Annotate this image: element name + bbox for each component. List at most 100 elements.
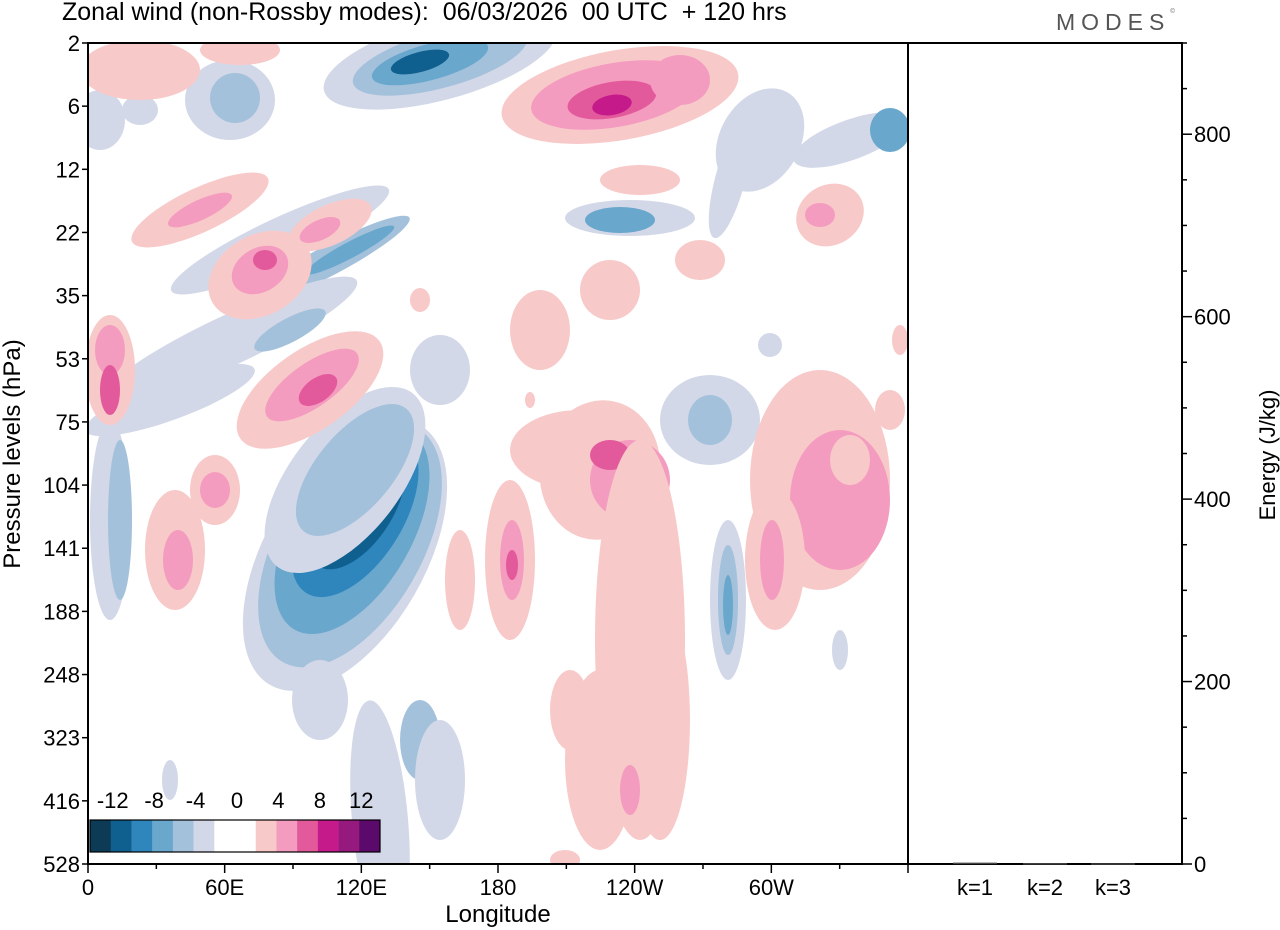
negative-wind-contour <box>305 225 395 275</box>
negative-wind-contour <box>292 660 348 740</box>
positive-wind-contour <box>525 392 535 408</box>
positive-wind-contour <box>88 43 200 100</box>
positive-wind-contour <box>675 240 725 280</box>
colorbar-segment <box>110 820 132 852</box>
negative-wind-contour <box>102 276 358 404</box>
negative-wind-contour <box>390 49 450 75</box>
energy-bars: k=1 k=2 k=3 <box>953 862 1135 900</box>
negative-wind-contour <box>210 73 260 123</box>
positive-wind-contour <box>650 55 710 105</box>
negative-wind-contour <box>122 95 158 125</box>
energy-category-label: k=2 <box>1027 875 1063 900</box>
colorbar-segment <box>214 820 236 852</box>
x-axis: 0 60E 120E 180 120W 60W <box>82 864 909 900</box>
negative-wind-contour <box>162 760 178 800</box>
negative-wind-contour <box>870 108 908 152</box>
y-tick-label: 2 <box>68 31 80 56</box>
energy-tick-label: 400 <box>1194 487 1231 512</box>
colorbar-label: -4 <box>186 788 206 813</box>
negative-wind-contour <box>415 720 465 840</box>
negative-wind-contour <box>832 630 848 670</box>
energy-tick-label: 800 <box>1194 122 1231 147</box>
colorbar-label: 12 <box>349 788 373 813</box>
energy-tick-label: 600 <box>1194 305 1231 330</box>
chart-title: Zonal wind (non-Rossby modes): 06/03/202… <box>62 0 787 26</box>
positive-wind-contour <box>95 325 125 375</box>
positive-wind-contour <box>592 94 632 116</box>
positive-wind-contour <box>892 325 908 355</box>
x-tick-label: 60W <box>749 875 794 900</box>
colorbar-segment <box>172 820 194 852</box>
negative-wind-contour <box>88 90 125 150</box>
positive-wind-contour <box>630 600 690 840</box>
y-tick-label: 104 <box>43 473 80 498</box>
positive-wind-contour <box>760 520 784 600</box>
colorbar-segment <box>297 820 319 852</box>
negative-wind-contour <box>108 440 132 600</box>
energy-axis-label: Energy (J/kg) <box>1255 390 1280 521</box>
energy-bar <box>953 862 997 865</box>
colorbar-segment <box>152 820 174 852</box>
positive-wind-contour <box>299 217 341 243</box>
positive-wind-contour <box>550 850 580 864</box>
negative-wind-contour <box>688 395 732 445</box>
colorbar-label: 0 <box>231 788 243 813</box>
positive-wind-contour <box>163 530 193 590</box>
energy-bar <box>1091 863 1135 865</box>
y-tick-label: 188 <box>43 599 80 624</box>
y-tick-label: 323 <box>43 726 80 751</box>
positive-wind-contour <box>875 390 905 430</box>
y-tick-label: 53 <box>56 347 80 372</box>
positive-wind-contour <box>805 203 835 227</box>
colorbar-label: 4 <box>272 788 284 813</box>
x-axis-label: Longitude <box>445 901 550 928</box>
energy-bar <box>1023 863 1067 865</box>
energy-tick-label: 200 <box>1194 670 1231 695</box>
energy-tick-label: 0 <box>1194 852 1206 877</box>
colorbar-segment <box>276 820 298 852</box>
positive-wind-contour <box>253 250 277 270</box>
positive-wind-contour <box>510 290 570 370</box>
y-tick-label: 12 <box>56 157 80 182</box>
colorbar-frame <box>89 819 381 853</box>
positive-wind-contour <box>298 374 338 406</box>
positive-wind-contour <box>506 550 518 580</box>
colorbar-label: -12 <box>97 788 129 813</box>
energy-axis: 0 200 400 600 800 <box>1182 42 1231 877</box>
negative-wind-contour <box>715 88 805 192</box>
positive-wind-contour <box>550 670 590 750</box>
negative-wind-contour <box>295 404 415 536</box>
positive-wind-contour <box>167 192 233 228</box>
colorbar: -12 -8 -4 0 4 8 12 <box>89 788 381 853</box>
colorbar-segment <box>338 820 360 852</box>
x-tick-label: 0 <box>82 875 94 900</box>
positive-wind-contour <box>200 472 230 508</box>
y-axis-label: Pressure levels (hPa) <box>0 339 26 568</box>
energy-category-label: k=1 <box>957 875 993 900</box>
negative-wind-contour <box>585 207 655 233</box>
negative-wind-contour <box>723 575 733 635</box>
positive-wind-contour <box>200 43 280 65</box>
positive-wind-contour <box>100 365 120 415</box>
negative-wind-contour <box>88 363 255 437</box>
positive-wind-contour <box>445 530 475 630</box>
y-tick-label: 416 <box>43 789 80 814</box>
y-axis: 2 6 12 22 35 53 75 104 141 188 248 323 416 528 <box>43 31 88 877</box>
negative-wind-contour <box>758 333 782 357</box>
contour-field <box>88 43 908 864</box>
colorbar-segment <box>317 820 339 852</box>
positive-wind-contour <box>580 260 640 320</box>
modes-logo: MODES© <box>1056 9 1175 35</box>
colorbar-label: 8 <box>314 788 326 813</box>
colorbar-segment <box>255 820 277 852</box>
y-tick-label: 75 <box>56 410 80 435</box>
y-tick-label: 141 <box>43 536 80 561</box>
colorbar-segment <box>90 820 112 852</box>
x-tick-label: 120E <box>336 875 387 900</box>
x-tick-label: 180 <box>480 875 517 900</box>
y-tick-label: 22 <box>56 220 80 245</box>
negative-wind-contour <box>254 308 326 352</box>
energy-category-label: k=3 <box>1095 875 1131 900</box>
colorbar-segment <box>235 820 257 852</box>
